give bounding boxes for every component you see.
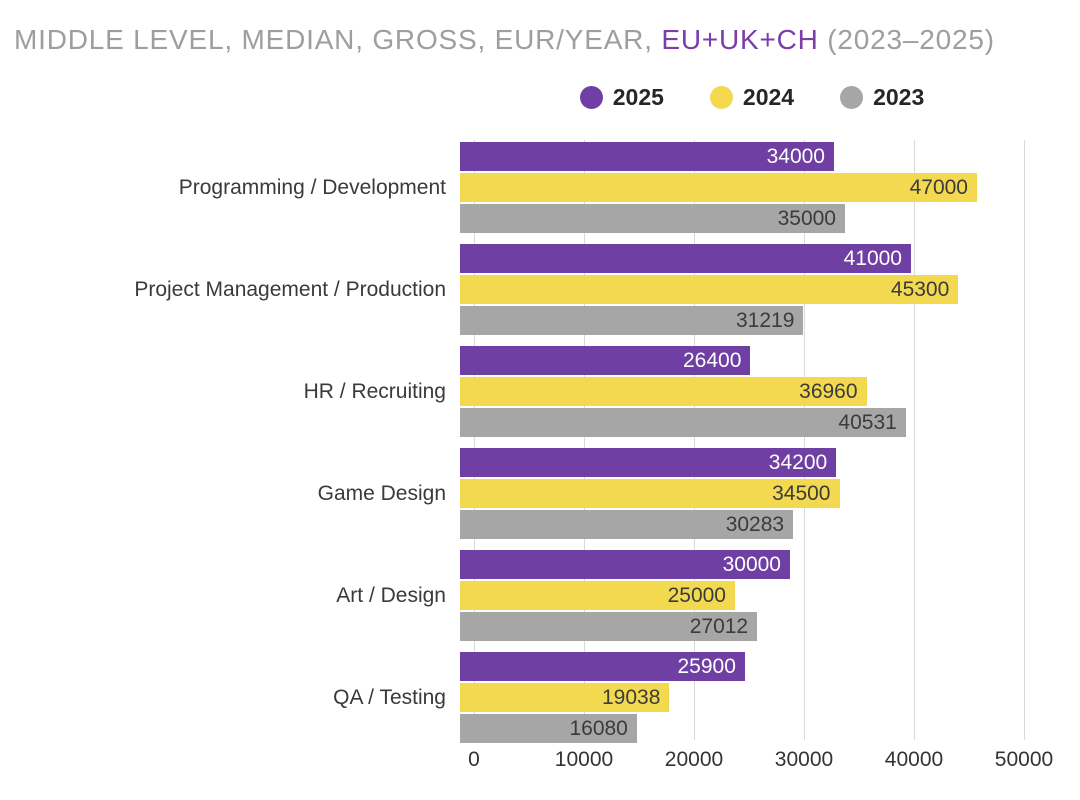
bar-2025: 41000 xyxy=(460,244,911,273)
x-axis-tick: 0 xyxy=(468,748,480,771)
bar-group: 41000 45300 31219 xyxy=(460,244,1016,335)
bar-2025: 34200 xyxy=(460,448,837,477)
plot-area: Programming / Development 34000 47000 35000… xyxy=(0,142,1030,743)
bar-value-label: 25000 xyxy=(667,583,726,607)
bar-2023: 27012 xyxy=(460,612,758,641)
gridline xyxy=(1024,140,1025,740)
legend-item-2025: 2025 xyxy=(579,84,664,111)
bar-group: 34000 47000 35000 xyxy=(460,142,1016,233)
chart-row: Project Management / Production 41000 4530… xyxy=(0,244,1030,335)
bar-value-label: 31219 xyxy=(736,308,795,332)
category-label: Art / Design xyxy=(336,583,446,607)
legend-dot-2025-icon xyxy=(579,86,603,109)
bar-value-label: 47000 xyxy=(909,175,968,199)
bar-value-label: 34500 xyxy=(772,481,831,505)
bar-2024: 34500 xyxy=(460,479,840,508)
bar-2023: 30283 xyxy=(460,510,794,539)
category-label: Project Management / Production xyxy=(134,277,446,301)
bar-value-label: 16080 xyxy=(569,716,628,740)
bar-2024: 25000 xyxy=(460,581,735,610)
chart-title-highlight: EU+UK+CH xyxy=(661,24,819,55)
x-axis-tick: 10000 xyxy=(554,748,614,771)
chart-row: Art / Design 30000 25000 27012 xyxy=(0,550,1030,641)
bar-value-label: 41000 xyxy=(843,246,902,270)
chart-row: HR / Recruiting 26400 36960 40531 xyxy=(0,346,1030,437)
gridline xyxy=(474,140,475,740)
bar-value-label: 34000 xyxy=(766,144,825,168)
bar-value-label: 34200 xyxy=(768,450,828,474)
bar-value-label: 35000 xyxy=(777,206,836,230)
bar-group: 30000 25000 27012 xyxy=(460,550,1016,641)
bar-group: 26400 36960 40531 xyxy=(460,346,1016,437)
chart-title-suffix: (2023–2025) xyxy=(818,24,995,55)
legend-label-2023: 2023 xyxy=(873,84,925,110)
legend-label-2025: 2025 xyxy=(612,84,664,110)
gridline xyxy=(804,140,805,740)
category-label: HR / Recruiting xyxy=(303,379,446,403)
bar-value-label: 26400 xyxy=(682,348,742,372)
bar-2025: 30000 xyxy=(460,550,790,579)
bar-2024: 19038 xyxy=(460,683,670,712)
bar-value-label: 45300 xyxy=(890,277,950,301)
x-axis-tick: 30000 xyxy=(774,748,834,771)
chart-title-prefix: MIDDLE LEVEL, MEDIAN, GROSS, EUR/YEAR, xyxy=(14,24,662,55)
x-axis: 0 10000 20000 30000 40000 50000 xyxy=(468,748,1053,776)
gridline xyxy=(584,140,585,740)
bar-2025: 34000 xyxy=(460,142,834,171)
bar-2023: 16080 xyxy=(460,714,637,743)
chart-row: Game Design 34200 34500 30283 xyxy=(0,448,1030,539)
x-axis-tick: 50000 xyxy=(994,748,1054,771)
bar-value-label: 25900 xyxy=(677,654,736,678)
bar-2023: 35000 xyxy=(460,204,845,233)
bar-2023: 40531 xyxy=(460,408,906,437)
chart-row: QA / Testing 25900 19038 16080 xyxy=(0,652,1030,743)
bar-value-label: 27012 xyxy=(689,614,749,638)
gridline xyxy=(694,140,695,740)
grid-layer xyxy=(474,140,1030,740)
chart-title: MIDDLE LEVEL, MEDIAN, GROSS, EUR/YEAR, E… xyxy=(14,24,995,56)
category-label: QA / Testing xyxy=(333,685,446,709)
category-label: Programming / Development xyxy=(178,175,446,199)
bar-2025: 25900 xyxy=(460,652,745,681)
legend-dot-2023-icon xyxy=(840,86,864,109)
legend-item-2024: 2024 xyxy=(709,84,795,111)
bar-2025: 26400 xyxy=(460,346,751,375)
category-label: Game Design xyxy=(317,481,446,505)
legend-item-2023: 2023 xyxy=(840,84,924,111)
bar-2024: 45300 xyxy=(460,275,959,304)
bar-value-label: 19038 xyxy=(602,685,661,709)
bar-2024: 36960 xyxy=(460,377,867,406)
bar-value-label: 30000 xyxy=(722,552,781,576)
chart-row: Programming / Development 34000 47000 35000 xyxy=(0,142,1030,233)
chart-legend: 2025 2024 2023 xyxy=(474,84,1030,111)
x-axis-tick: 20000 xyxy=(664,748,724,771)
bar-group: 34200 34500 30283 xyxy=(460,448,1016,539)
legend-dot-2024-icon xyxy=(709,86,733,109)
gridline xyxy=(914,140,915,740)
bar-value-label: 36960 xyxy=(799,379,858,403)
bar-2023: 31219 xyxy=(460,306,804,335)
bar-2024: 47000 xyxy=(460,173,977,202)
bar-value-label: 30283 xyxy=(725,512,785,536)
x-axis-tick: 40000 xyxy=(884,748,944,771)
bar-group: 25900 19038 16080 xyxy=(460,652,1016,743)
bar-value-label: 40531 xyxy=(838,410,897,434)
legend-label-2024: 2024 xyxy=(742,84,795,110)
